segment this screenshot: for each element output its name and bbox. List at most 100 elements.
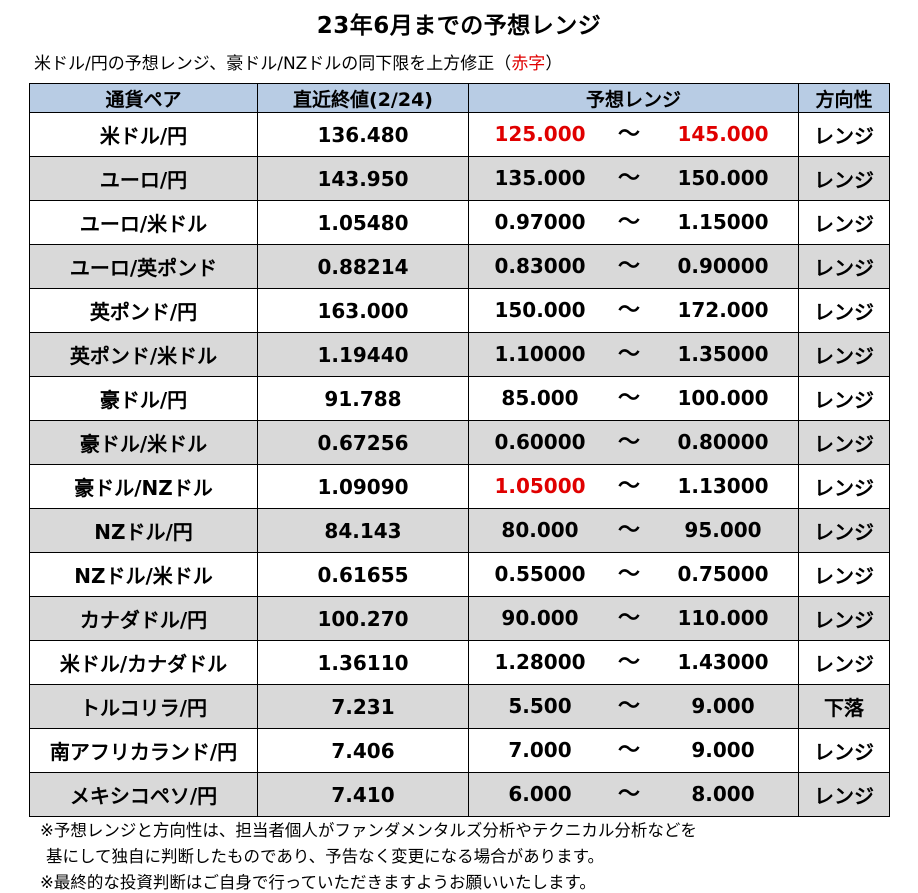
range-tilde: ～ — [617, 606, 640, 631]
range-low: 6.000 — [508, 782, 572, 806]
latest-close: 7.406 — [257, 728, 469, 773]
table-row: 英ポンド/円 163.000 150.000 ～ 172.000 レンジ — [29, 288, 890, 333]
table-header-row: 通貨ペア 直近終値(2/24) 予想レンジ 方向性 — [29, 83, 890, 113]
revision-note-close: ） — [545, 54, 563, 74]
revision-note-text: 米ドル/円の予想レンジ、豪ドル/NZドルの同下限を上方修正（ — [34, 54, 512, 74]
direction: レンジ — [798, 200, 890, 245]
direction: レンジ — [798, 464, 890, 509]
forecast-range: 0.97000 ～ 1.15000 — [468, 200, 799, 245]
range-tilde: ～ — [617, 386, 640, 411]
currency-pair: 英ポンド/米ドル — [29, 332, 258, 377]
latest-close: 84.143 — [257, 508, 469, 553]
header-pair: 通貨ペア — [29, 83, 258, 113]
currency-pair: 米ドル/カナダドル — [29, 640, 258, 685]
range-high: 1.15000 — [677, 210, 769, 234]
direction: レンジ — [798, 596, 890, 641]
latest-close: 91.788 — [257, 376, 469, 421]
range-low: 1.28000 — [494, 650, 586, 674]
direction: レンジ — [798, 156, 890, 201]
latest-close: 1.09090 — [257, 464, 469, 509]
revision-note-red: 赤字 — [511, 54, 546, 74]
currency-pair: ユーロ/英ポンド — [29, 244, 258, 289]
range-high: 8.000 — [691, 782, 755, 806]
range-high: 9.000 — [691, 694, 755, 718]
range-high: 145.000 — [677, 122, 769, 146]
table-row: ユーロ/円 143.950 135.000 ～ 150.000 レンジ — [29, 156, 890, 201]
revision-note: 米ドル/円の予想レンジ、豪ドル/NZドルの同下限を上方修正（赤字） — [34, 49, 562, 74]
direction: レンジ — [798, 508, 890, 553]
range-high: 150.000 — [677, 166, 769, 190]
forecast-range: 0.55000 ～ 0.75000 — [468, 552, 799, 597]
range-high: 1.13000 — [677, 474, 769, 498]
range-low: 0.83000 — [494, 254, 586, 278]
range-tilde: ～ — [617, 738, 640, 763]
forecast-range: 90.000 ～ 110.000 — [468, 596, 799, 641]
table-row: ユーロ/英ポンド 0.88214 0.83000 ～ 0.90000 レンジ — [29, 244, 890, 289]
table-row: 豪ドル/円 91.788 85.000 ～ 100.000 レンジ — [29, 376, 890, 421]
forecast-range: 85.000 ～ 100.000 — [468, 376, 799, 421]
latest-close: 100.270 — [257, 596, 469, 641]
range-high: 0.80000 — [677, 430, 769, 454]
range-low: 7.000 — [508, 738, 572, 762]
table-row: ユーロ/米ドル 1.05480 0.97000 ～ 1.15000 レンジ — [29, 200, 890, 245]
range-tilde: ～ — [617, 518, 640, 543]
latest-close: 0.88214 — [257, 244, 469, 289]
range-high: 1.43000 — [677, 650, 769, 674]
forecast-range: 135.000 ～ 150.000 — [468, 156, 799, 201]
direction: レンジ — [798, 244, 890, 289]
currency-pair: 米ドル/円 — [29, 112, 258, 157]
direction: レンジ — [798, 376, 890, 421]
table-row: 豪ドル/米ドル 0.67256 0.60000 ～ 0.80000 レンジ — [29, 420, 890, 465]
latest-close: 136.480 — [257, 112, 469, 157]
range-high: 110.000 — [677, 606, 769, 630]
direction: レンジ — [798, 552, 890, 597]
range-low: 150.000 — [494, 298, 586, 322]
range-high: 0.75000 — [677, 562, 769, 586]
forecast-range: 1.10000 ～ 1.35000 — [468, 332, 799, 377]
latest-close: 0.67256 — [257, 420, 469, 465]
range-tilde: ～ — [617, 166, 640, 191]
range-high: 172.000 — [677, 298, 769, 322]
range-tilde: ～ — [617, 342, 640, 367]
forecast-range: 125.000 ～ 145.000 — [468, 112, 799, 157]
range-tilde: ～ — [617, 210, 640, 235]
forecast-range: 6.000 ～ 8.000 — [468, 772, 799, 817]
direction: 下落 — [798, 684, 890, 729]
currency-pair: ユーロ/円 — [29, 156, 258, 201]
currency-pair: ユーロ/米ドル — [29, 200, 258, 245]
range-high: 9.000 — [691, 738, 755, 762]
range-low: 0.55000 — [494, 562, 586, 586]
range-low: 5.500 — [508, 694, 572, 718]
table-row: NZドル/円 84.143 80.000 ～ 95.000 レンジ — [29, 508, 890, 553]
currency-pair: カナダドル/円 — [29, 596, 258, 641]
table-row: カナダドル/円 100.270 90.000 ～ 110.000 レンジ — [29, 596, 890, 641]
forecast-range: 1.28000 ～ 1.43000 — [468, 640, 799, 685]
range-high: 1.35000 — [677, 342, 769, 366]
currency-pair: メキシコペソ/円 — [29, 772, 258, 817]
forecast-table: 通貨ペア 直近終値(2/24) 予想レンジ 方向性 米ドル/円 136.480 12… — [29, 83, 890, 817]
range-low: 1.10000 — [494, 342, 586, 366]
latest-close: 1.19440 — [257, 332, 469, 377]
table-row: 南アフリカランド/円 7.406 7.000 ～ 9.000 レンジ — [29, 728, 890, 773]
header-direction: 方向性 — [798, 83, 890, 113]
currency-pair: 英ポンド/円 — [29, 288, 258, 333]
latest-close: 7.410 — [257, 772, 469, 817]
forecast-range: 0.83000 ～ 0.90000 — [468, 244, 799, 289]
range-low: 135.000 — [494, 166, 586, 190]
range-low: 1.05000 — [494, 474, 586, 498]
forecast-range: 7.000 ～ 9.000 — [468, 728, 799, 773]
direction: レンジ — [798, 112, 890, 157]
disclaimer-line-3: ※最終的な投資判断はご自身で行っていただきますようお願いいたします。 — [40, 873, 596, 892]
table-row: 豪ドル/NZドル 1.09090 1.05000 ～ 1.13000 レンジ — [29, 464, 890, 509]
range-tilde: ～ — [617, 782, 640, 807]
range-high: 100.000 — [677, 386, 769, 410]
direction: レンジ — [798, 640, 890, 685]
range-tilde: ～ — [617, 298, 640, 323]
latest-close: 143.950 — [257, 156, 469, 201]
range-high: 95.000 — [684, 518, 762, 542]
currency-pair: 豪ドル/NZドル — [29, 464, 258, 509]
table-row: メキシコペソ/円 7.410 6.000 ～ 8.000 レンジ — [29, 772, 890, 817]
direction: レンジ — [798, 772, 890, 817]
currency-pair: 南アフリカランド/円 — [29, 728, 258, 773]
range-low: 85.000 — [501, 386, 579, 410]
